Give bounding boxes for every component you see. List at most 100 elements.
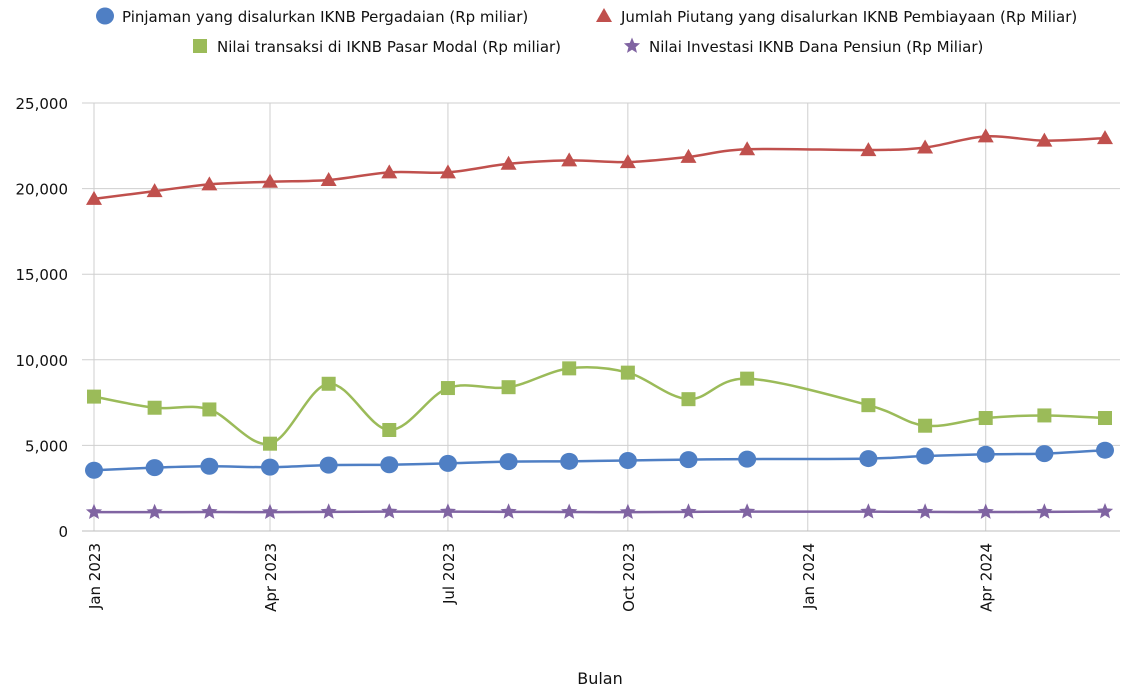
series-line <box>93 448 1106 472</box>
data-point <box>917 139 934 154</box>
data-point <box>977 503 994 519</box>
legend-label: Pinjaman yang disalurkan IKNB Pergadaian… <box>122 8 528 26</box>
data-point <box>680 503 697 519</box>
data-point <box>739 141 756 156</box>
x-tick-label: Jul 2023 <box>440 543 458 605</box>
legend-entry: Nilai transaksi di IKNB Pasar Modal (Rp … <box>193 38 561 56</box>
legend-entry: Pinjaman yang disalurkan IKNB Pergadaian… <box>96 7 528 26</box>
x-tick-label: Jan 2024 <box>800 543 818 610</box>
x-axis-title: Bulan <box>577 669 623 686</box>
data-point <box>438 454 457 472</box>
series-line <box>93 510 1106 514</box>
data-point <box>861 398 876 413</box>
data-point <box>1098 411 1112 426</box>
series-square <box>87 361 1112 451</box>
data-point <box>560 452 579 470</box>
data-point <box>501 380 516 395</box>
data-point <box>85 461 103 479</box>
series-line <box>93 134 1106 201</box>
data-point <box>917 503 934 519</box>
data-point <box>916 447 935 465</box>
legend-marker <box>96 7 114 25</box>
data-point <box>562 361 577 376</box>
series-star <box>85 503 1114 519</box>
data-point <box>87 389 101 404</box>
series-circle <box>85 441 1114 479</box>
legend-marker <box>193 39 207 53</box>
axes: 0 5,000 10,000 15,000 20,000 25,000 Jan 2023 Ap… <box>16 95 1120 612</box>
data-point <box>619 154 636 169</box>
data-point <box>145 459 164 477</box>
data-point <box>201 176 218 191</box>
data-point <box>500 155 517 170</box>
legend: Pinjaman yang disalurkan IKNB Pergadaian… <box>96 7 1077 56</box>
legend-entry: Nilai Investasi IKNB Dana Pensiun (Rp Mi… <box>623 37 983 56</box>
data-point <box>860 503 877 519</box>
data-point <box>381 164 398 179</box>
x-tick-label: Jan 2023 <box>86 543 104 610</box>
data-point <box>1096 503 1114 519</box>
data-point <box>620 365 635 380</box>
data-point <box>860 142 877 157</box>
data-point <box>739 503 756 519</box>
y-tick-label: 0 <box>58 523 68 541</box>
data-point <box>500 503 517 519</box>
data-point <box>1097 130 1113 145</box>
data-point <box>740 371 755 386</box>
data-point <box>918 418 933 433</box>
data-point <box>561 152 578 167</box>
data-point <box>859 450 878 468</box>
data-point <box>499 453 518 471</box>
series-line <box>93 366 1106 446</box>
data-point <box>976 445 995 463</box>
data-point <box>261 173 278 188</box>
y-tick-label: 20,000 <box>16 181 69 199</box>
data-point <box>261 503 279 519</box>
data-point <box>439 164 456 179</box>
data-point <box>681 392 696 407</box>
data-point <box>440 381 455 396</box>
x-tick-label: Oct 2023 <box>620 543 638 612</box>
legend-marker <box>596 8 612 22</box>
data-point <box>147 400 162 415</box>
data-point <box>619 503 636 519</box>
data-point <box>146 183 163 198</box>
data-point <box>382 422 397 437</box>
data-point <box>86 190 102 205</box>
data-point <box>200 457 219 475</box>
data-point <box>262 436 277 451</box>
legend-label: Nilai Investasi IKNB Dana Pensiun (Rp Mi… <box>649 38 983 56</box>
y-tick-label: 25,000 <box>16 95 69 113</box>
data-point <box>978 411 993 426</box>
grid-lines <box>82 102 1120 532</box>
data-point <box>201 503 218 519</box>
x-tick-label: Apr 2024 <box>978 543 996 612</box>
data-point <box>1035 445 1054 463</box>
data-point <box>680 148 697 163</box>
data-point <box>146 503 163 519</box>
data-point <box>381 503 398 519</box>
data-point <box>202 402 217 417</box>
y-tick-label: 5,000 <box>25 437 68 455</box>
data-point <box>1037 408 1052 423</box>
data-point <box>439 503 456 519</box>
data-point <box>618 451 637 469</box>
legend-label: Jumlah Piutang yang disalurkan IKNB Pemb… <box>620 8 1077 26</box>
data-point <box>320 503 337 519</box>
data-point <box>319 456 338 474</box>
data-point <box>260 458 279 476</box>
data-point <box>321 376 336 391</box>
data-point <box>679 451 698 469</box>
legend-label: Nilai transaksi di IKNB Pasar Modal (Rp … <box>217 38 561 56</box>
data-point <box>561 503 578 519</box>
data-point <box>738 450 757 468</box>
x-tick-label: Apr 2023 <box>262 543 280 612</box>
series-triangle <box>86 128 1113 205</box>
legend-entry: Jumlah Piutang yang disalurkan IKNB Pemb… <box>596 8 1077 26</box>
data-point <box>380 456 399 474</box>
data-point <box>977 128 994 143</box>
legend-marker <box>623 37 641 53</box>
series-lines <box>85 128 1114 519</box>
